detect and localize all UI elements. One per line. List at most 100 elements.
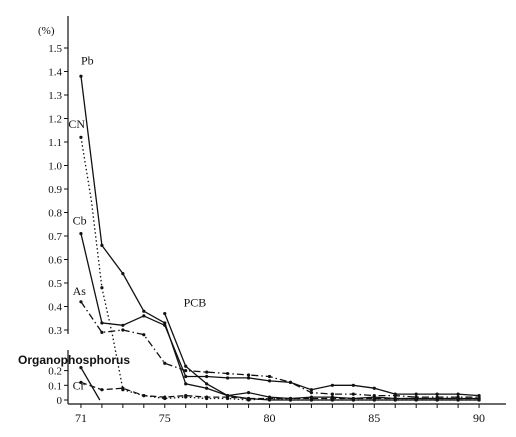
data-point — [267, 396, 272, 401]
data-point — [184, 382, 188, 386]
y-tick-label: 1.3 — [48, 90, 62, 102]
data-point — [267, 374, 272, 379]
data-point — [184, 369, 188, 373]
data-point — [414, 392, 418, 396]
data-point — [142, 333, 146, 337]
data-point — [100, 243, 104, 247]
data-point — [184, 393, 188, 398]
series-line-cn — [80, 137, 479, 401]
data-point — [142, 314, 146, 318]
y-tick-label: 1.1 — [48, 137, 62, 149]
series-line-pcb — [164, 313, 479, 400]
data-point — [477, 396, 481, 401]
data-point — [79, 300, 83, 304]
data-point — [372, 386, 376, 390]
x-tick-label: 71 — [75, 411, 87, 425]
axes: 0.3 0.4 0.5 0.6 0.7 0.8 0.9 1.0 1.1 1.2 1.3 1.4 1.5 0… — [48, 16, 506, 425]
data-point — [330, 383, 334, 387]
data-point — [121, 323, 125, 327]
data-point — [351, 396, 355, 401]
series-line-organophosphorus — [80, 367, 101, 401]
series-label-cn: CN — [68, 117, 85, 131]
x-tick-label: 75 — [159, 411, 171, 425]
data-point — [246, 373, 251, 377]
data-point — [435, 392, 439, 396]
data-point — [456, 396, 460, 401]
y-tick-label: 1.5 — [48, 43, 62, 55]
data-point — [372, 396, 376, 401]
data-point — [184, 374, 188, 379]
data-point — [246, 391, 251, 395]
data-point — [142, 309, 146, 313]
data-point — [435, 396, 439, 401]
series-label-cr: Cr — [73, 379, 85, 393]
data-point — [309, 396, 314, 401]
data-point — [414, 396, 418, 401]
data-point — [351, 392, 355, 396]
series-label-pb: Pb — [81, 53, 94, 67]
x-tick-label: 80 — [264, 411, 276, 425]
y-tick-label: 0.2 — [48, 366, 62, 378]
y-tick-label: 0.1 — [48, 380, 62, 392]
y-tick-label: 0.9 — [48, 184, 62, 196]
data-point — [205, 386, 209, 390]
y-tick-label: 0.8 — [48, 208, 62, 220]
series-labels: Pb CN Cb As PCB Organophosphorus Cr — [18, 53, 206, 392]
series-line-cr — [80, 381, 479, 400]
data-point — [226, 376, 230, 380]
data-point — [163, 311, 167, 316]
y-tick-label: 0.6 — [48, 255, 62, 267]
data-point — [205, 370, 209, 374]
data-point — [393, 393, 397, 398]
data-point — [121, 272, 125, 276]
x-tick-label: 85 — [368, 411, 380, 425]
y-tick-label: 1.4 — [48, 67, 62, 79]
data-point — [100, 321, 104, 325]
data-point — [309, 388, 314, 392]
data-point — [226, 371, 230, 376]
series-line-pb — [80, 76, 479, 401]
data-point — [163, 321, 167, 325]
y-tick-label: 0.7 — [48, 231, 62, 243]
data-point — [226, 395, 230, 399]
data-point — [121, 386, 125, 390]
series-label-as: As — [73, 284, 87, 298]
data-point — [100, 330, 104, 334]
data-point — [288, 396, 293, 401]
data-point — [100, 388, 104, 392]
y-tick-label: 0.3 — [48, 325, 62, 337]
y-tick-label: 0 — [57, 395, 63, 407]
data-point — [79, 232, 83, 236]
data-point — [184, 364, 188, 368]
data-point — [330, 396, 334, 401]
data-point — [163, 323, 167, 327]
y-tick-label: 1.2 — [48, 114, 62, 126]
data-point — [79, 74, 83, 78]
series-label-organophosphorus: Organophosphorus — [18, 353, 130, 367]
data-point — [246, 396, 251, 401]
data-point — [205, 382, 209, 386]
data-point — [393, 396, 397, 401]
data-point — [309, 391, 314, 395]
data-point — [163, 395, 167, 399]
data-point — [79, 135, 83, 139]
y-tick-label: 0.5 — [48, 278, 62, 290]
unit-label: (%) — [38, 25, 55, 37]
data-point — [205, 395, 209, 399]
series-label-cb: Cb — [73, 213, 87, 227]
data-point — [267, 379, 272, 383]
data-point — [288, 380, 293, 384]
data-point — [163, 361, 167, 365]
y-tick-label: 0.4 — [48, 302, 62, 314]
data-point — [456, 392, 460, 396]
data-point — [142, 393, 146, 398]
x-tick-label: 90 — [473, 411, 485, 425]
y-tick-label: 1.0 — [48, 161, 62, 173]
data-point — [246, 376, 251, 380]
series-label-pcb: PCB — [184, 296, 207, 310]
series-line-cb — [80, 233, 480, 397]
series-line-as — [80, 301, 479, 398]
data-point — [351, 383, 355, 387]
data-point — [330, 392, 334, 396]
